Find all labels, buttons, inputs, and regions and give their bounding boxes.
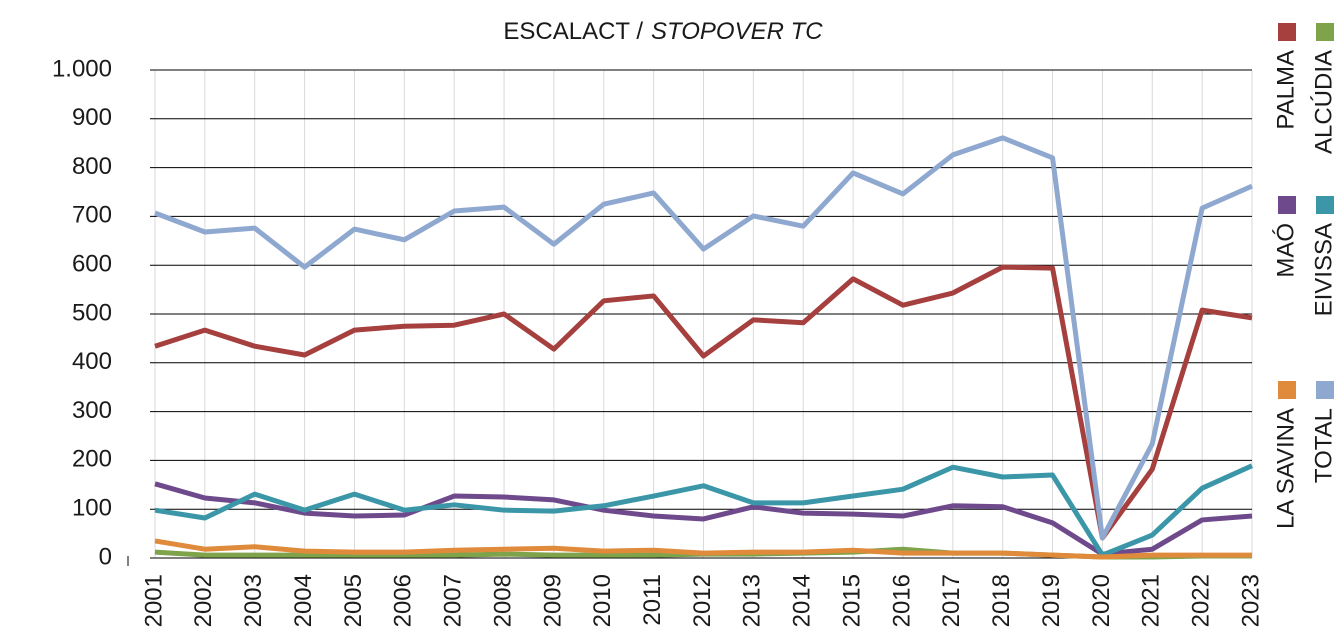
series-line [154,264,1253,541]
x-tick-label: 2007 [440,574,467,627]
legend-swatch [1278,381,1296,399]
x-tick-label: 2005 [340,574,367,627]
legend-label: PALMA [1272,50,1299,130]
legend-swatch [1278,196,1296,214]
x-tick-label: 2009 [539,574,566,627]
y-tick-label: 100 [72,495,112,522]
x-tick-label: 2019 [1038,574,1065,627]
legend-swatch [1316,23,1334,41]
y-tick-label: 900 [72,104,112,131]
x-tick-label: 2003 [240,574,267,627]
series-line [154,463,1254,558]
x-tick-label: 2017 [938,574,965,627]
x-tick-label: 2021 [1138,574,1165,627]
x-tick-label: 2020 [1088,574,1115,627]
title-main: ESCALACT / [503,18,643,45]
series-line [154,538,1252,560]
y-tick-label: 700 [72,202,112,229]
x-tick-label: 2008 [489,574,516,627]
legend-label: MAÓ [1272,223,1299,278]
y-tick-label: 200 [72,446,112,473]
legend-swatch [1278,23,1296,41]
chart-title: ESCALACT / STOPOVER TC [503,18,823,45]
y-tick-label: 400 [72,348,112,375]
x-tick-label: 2015 [838,574,865,627]
x-tick-label: 2010 [589,574,616,627]
x-tick-label: 2016 [888,574,915,627]
y-tick-label: 1.000 [52,55,112,82]
x-tick-label: 2004 [290,574,317,627]
x-tick-label: 2001 [140,574,167,627]
x-tick-label: 2022 [1187,574,1214,627]
x-tick-label: 2013 [739,574,766,627]
x-tick-label: 2002 [190,574,217,627]
series-line [154,135,1254,541]
legend-label: ALCÚDIA [1310,50,1335,154]
x-tick-label: 2006 [390,574,417,627]
y-tick-label: 500 [72,299,112,326]
y-tick-label: 600 [72,251,112,278]
y-tick-label: 800 [72,153,112,180]
x-tick-label: 2011 [639,574,666,626]
title-italic: STOPOVER TC [651,18,823,45]
legend-swatch [1316,381,1334,399]
legend-label: TOTAL [1310,408,1335,483]
x-tick-label: 2018 [988,574,1015,627]
legend-label: LA SAVINA [1272,408,1299,529]
legend-label: EIVISSA [1310,223,1335,316]
x-tick-label: 2023 [1237,574,1264,627]
series-line [154,481,1253,557]
x-tick-label: 2014 [789,574,816,627]
legend-swatch [1316,196,1334,214]
x-tick-label: 2012 [689,574,716,627]
y-tick-label: 300 [72,397,112,424]
y-tick-label: 0 [99,543,112,570]
